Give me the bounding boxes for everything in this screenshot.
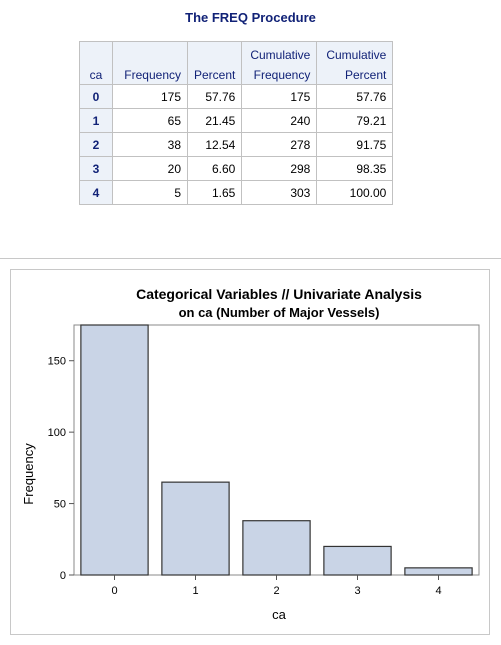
col-header-frequency: Frequency bbox=[112, 41, 188, 85]
bar-1 bbox=[161, 481, 230, 576]
table-row: 2 38 12.54 278 91.75 bbox=[79, 132, 394, 157]
chart-subtitle: on ca (Number of Major Vessels) bbox=[179, 305, 380, 320]
row-header-ca: 4 bbox=[79, 180, 113, 205]
x-tick-label: 2 bbox=[273, 585, 279, 597]
cell-frequency: 38 bbox=[112, 132, 188, 157]
x-tick-label: 4 bbox=[435, 585, 441, 597]
cell-cum-frequency: 175 bbox=[241, 84, 318, 109]
bar-3 bbox=[323, 545, 392, 576]
cell-frequency: 20 bbox=[112, 156, 188, 181]
frequency-table: ca Frequency Percent Cumulative Cumulati… bbox=[79, 41, 394, 205]
cell-percent: 1.65 bbox=[186, 180, 243, 205]
cell-frequency: 65 bbox=[112, 108, 188, 133]
table-header-row-1: ca Frequency Percent Cumulative Cumulati… bbox=[79, 41, 394, 85]
y-tick-label: 100 bbox=[48, 427, 66, 439]
cell-frequency: 5 bbox=[112, 180, 188, 205]
cell-cum-frequency: 278 bbox=[241, 132, 318, 157]
row-header-ca: 3 bbox=[79, 156, 113, 181]
y-tick-label: 150 bbox=[48, 356, 66, 368]
chart-title: Categorical Variables // Univariate Anal… bbox=[136, 286, 422, 302]
y-tick-label: 0 bbox=[60, 570, 66, 582]
col-header-ca: ca bbox=[79, 41, 113, 85]
row-header-ca: 0 bbox=[79, 84, 113, 109]
plot-area: 0 1 2 3 4 0 50 100 150 bbox=[48, 324, 480, 597]
table-header-row-2: Frequency Percent bbox=[80, 64, 394, 85]
table-row: 0 175 57.76 175 57.76 bbox=[79, 84, 394, 109]
cell-percent: 12.54 bbox=[186, 132, 243, 157]
cell-cum-percent: 98.35 bbox=[316, 156, 394, 181]
col-header-cum-frequency-line1: Cumulative bbox=[241, 41, 318, 64]
cell-cum-percent: 100.00 bbox=[316, 180, 394, 205]
table-row: 1 65 21.45 240 79.21 bbox=[79, 108, 394, 133]
bar-chart: Categorical Variables // Univariate Anal… bbox=[21, 286, 480, 622]
x-tick-label: 3 bbox=[354, 585, 360, 597]
cell-cum-percent: 79.21 bbox=[316, 108, 394, 133]
cell-percent: 57.76 bbox=[186, 84, 243, 109]
x-tick-label: 0 bbox=[111, 585, 117, 597]
cell-cum-frequency: 303 bbox=[241, 180, 318, 205]
cell-percent: 6.60 bbox=[186, 156, 243, 181]
col-header-cum-percent-line1: Cumulative bbox=[316, 41, 394, 64]
bar-4 bbox=[404, 567, 473, 576]
cell-percent: 21.45 bbox=[186, 108, 243, 133]
x-axis-label: ca bbox=[272, 607, 287, 622]
procedure-title: The FREQ Procedure bbox=[185, 10, 316, 25]
section-divider bbox=[0, 258, 501, 259]
cell-cum-percent: 57.76 bbox=[316, 84, 394, 109]
cell-cum-percent: 91.75 bbox=[316, 132, 394, 157]
chart-container: Categorical Variables // Univariate Anal… bbox=[10, 269, 490, 635]
cell-cum-frequency: 298 bbox=[241, 156, 318, 181]
col-header-cum-frequency-line2: Frequency bbox=[241, 64, 318, 85]
cell-frequency: 175 bbox=[112, 84, 188, 109]
cell-cum-frequency: 240 bbox=[241, 108, 318, 133]
y-axis-label: Frequency bbox=[21, 443, 36, 505]
x-tick-label: 1 bbox=[192, 585, 198, 597]
table-row: 4 5 1.65 303 100.00 bbox=[79, 180, 394, 205]
y-tick-label: 50 bbox=[54, 499, 66, 511]
bar-0 bbox=[80, 324, 149, 576]
row-header-ca: 1 bbox=[79, 108, 113, 133]
col-header-cum-percent-line2: Percent bbox=[316, 64, 394, 85]
col-header-percent: Percent bbox=[186, 41, 243, 85]
row-header-ca: 2 bbox=[79, 132, 113, 157]
table-row: 3 20 6.60 298 98.35 bbox=[79, 156, 394, 181]
bar-2 bbox=[242, 520, 311, 576]
